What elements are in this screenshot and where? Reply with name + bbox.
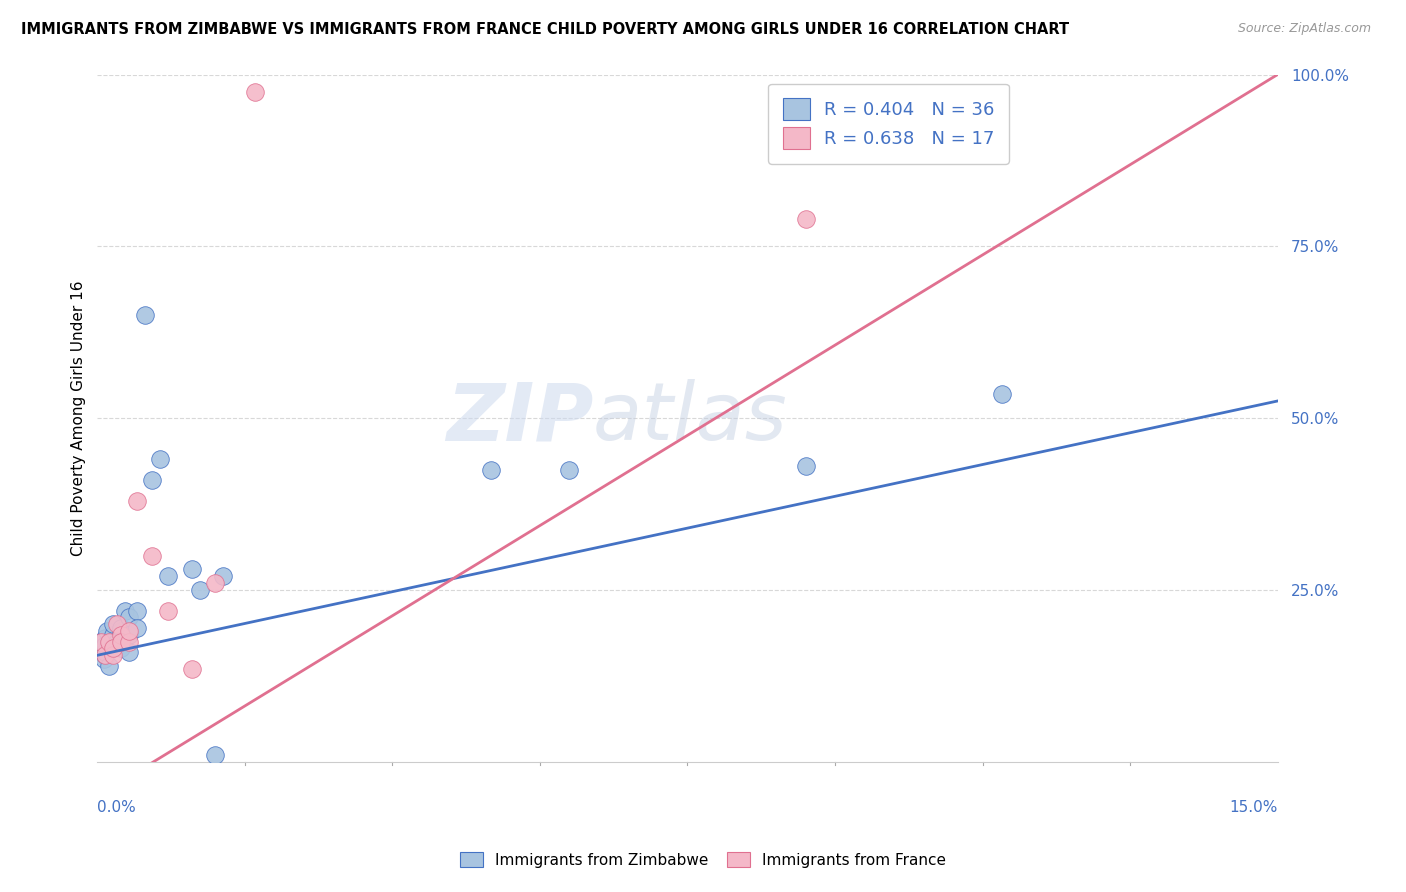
Point	[243, 85, 266, 99]
Point	[98, 634, 121, 648]
Text: Source: ZipAtlas.com: Source: ZipAtlas.com	[1237, 22, 1371, 36]
Point	[94, 648, 117, 663]
Point	[118, 645, 141, 659]
Point	[118, 610, 141, 624]
Point	[94, 648, 117, 663]
Point	[558, 463, 581, 477]
Point	[98, 634, 121, 648]
Y-axis label: Child Poverty Among Girls Under 16: Child Poverty Among Girls Under 16	[72, 280, 86, 556]
Point	[204, 576, 226, 591]
Point	[794, 211, 817, 226]
Point	[180, 662, 202, 676]
Point	[110, 631, 132, 645]
Point	[125, 621, 148, 635]
Point	[188, 582, 211, 597]
Legend: Immigrants from Zimbabwe, Immigrants from France: Immigrants from Zimbabwe, Immigrants fro…	[453, 844, 953, 875]
Point	[90, 634, 112, 648]
Point	[118, 624, 141, 639]
Point	[90, 634, 112, 648]
Point	[157, 604, 180, 618]
Point	[101, 617, 124, 632]
Point	[101, 641, 124, 656]
Point	[991, 387, 1014, 401]
Point	[134, 308, 156, 322]
Point	[204, 747, 226, 762]
Text: ZIP: ZIP	[446, 379, 593, 458]
Text: 0.0%: 0.0%	[97, 799, 136, 814]
Point	[110, 621, 132, 635]
Point	[110, 641, 132, 656]
Point	[118, 634, 141, 648]
Point	[101, 634, 124, 648]
Point	[149, 452, 172, 467]
Point	[94, 638, 117, 652]
Point	[125, 604, 148, 618]
Point	[105, 617, 128, 632]
Point	[94, 631, 117, 645]
Point	[101, 641, 124, 656]
Text: 15.0%: 15.0%	[1229, 799, 1278, 814]
Point	[93, 651, 115, 665]
Point	[125, 493, 148, 508]
Point	[794, 459, 817, 474]
Point	[105, 634, 128, 648]
Point	[157, 569, 180, 583]
Point	[110, 624, 132, 639]
Point	[94, 645, 117, 659]
Point	[98, 658, 121, 673]
Point	[101, 648, 124, 663]
Point	[118, 627, 141, 641]
Point	[110, 627, 132, 641]
Point	[212, 569, 235, 583]
Point	[479, 463, 502, 477]
Point	[141, 473, 163, 487]
Point	[96, 624, 118, 639]
Point	[101, 627, 124, 641]
Point	[141, 549, 163, 563]
Text: atlas: atlas	[593, 379, 787, 458]
Point	[114, 604, 136, 618]
Legend: R = 0.404   N = 36, R = 0.638   N = 17: R = 0.404 N = 36, R = 0.638 N = 17	[768, 84, 1010, 164]
Point	[110, 634, 132, 648]
Point	[180, 562, 202, 576]
Text: IMMIGRANTS FROM ZIMBABWE VS IMMIGRANTS FROM FRANCE CHILD POVERTY AMONG GIRLS UND: IMMIGRANTS FROM ZIMBABWE VS IMMIGRANTS F…	[21, 22, 1069, 37]
